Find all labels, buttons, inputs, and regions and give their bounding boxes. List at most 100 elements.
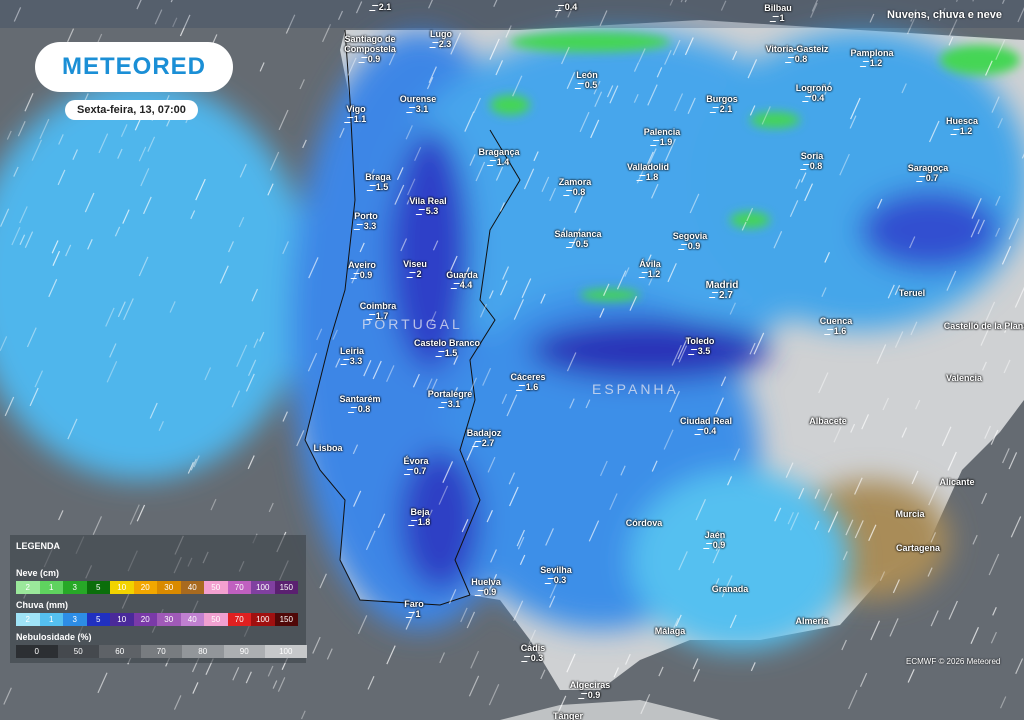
wind-streak <box>523 168 535 190</box>
city-label: Burgos 2.1 <box>706 94 738 114</box>
city-label: 2.1 <box>371 2 392 12</box>
wind-streak <box>693 669 700 682</box>
wind-streak <box>677 338 688 360</box>
wind-streak <box>136 504 146 522</box>
city-name: Sevilha <box>540 565 572 575</box>
legend-step: 90 <box>223 645 265 658</box>
wind-streak <box>930 532 937 543</box>
wind-streak <box>11 226 21 246</box>
wind-streak <box>773 231 783 249</box>
wind-streak <box>272 680 278 689</box>
wind-streak <box>823 493 833 512</box>
wind-streak <box>158 420 164 431</box>
wind-streak <box>715 397 724 415</box>
wind-streak <box>647 84 658 106</box>
wind-streak <box>282 411 288 422</box>
city-label: Tânger <box>553 711 583 720</box>
wind-streak <box>461 519 469 533</box>
wind-streak <box>109 343 117 358</box>
legend-step: 3 <box>63 613 87 626</box>
wind-streak <box>995 227 1001 237</box>
wind-streak <box>633 62 640 72</box>
wind-streak <box>414 147 422 161</box>
city-name: Algeciras <box>569 680 611 690</box>
legend-step: 70 <box>227 581 251 594</box>
wind-streak <box>901 427 908 438</box>
city-value: 4.4 <box>452 280 473 290</box>
wind-streak <box>613 667 620 678</box>
wind-streak <box>506 394 518 417</box>
city-value: 0.8 <box>565 187 586 197</box>
wind-streak <box>502 266 510 280</box>
wind-streak <box>0 208 10 227</box>
city-name: Beja <box>410 507 430 517</box>
wind-streak <box>644 151 654 171</box>
wind-streak <box>1021 153 1024 159</box>
legend-step: 50 <box>204 613 228 626</box>
wind-streak <box>616 270 627 290</box>
wind-streak <box>513 600 524 621</box>
wind-streak <box>495 166 504 181</box>
wind-streak <box>245 373 255 392</box>
wind-streak <box>84 192 95 213</box>
wind-streak <box>947 451 957 471</box>
wind-streak <box>1004 324 1009 333</box>
legend-step: 40 <box>180 581 204 594</box>
wind-streak <box>804 183 814 202</box>
city-label: Braga 1.5 <box>365 172 391 192</box>
city-label: Lugo 2.3 <box>430 29 452 49</box>
wind-streak <box>428 66 437 84</box>
city-value: 1.5 <box>437 348 458 358</box>
wind-streak <box>98 133 109 154</box>
wind-streak <box>599 308 605 318</box>
wind-streak <box>353 490 362 507</box>
city-label: Guarda 4.4 <box>446 270 478 290</box>
wind-streak <box>236 344 248 368</box>
wind-streak <box>388 49 397 66</box>
wind-streak <box>239 163 247 178</box>
wind-streak <box>750 662 756 672</box>
wind-streak <box>988 553 1000 576</box>
wind-streak <box>26 327 37 348</box>
city-name: Cartagena <box>895 543 941 553</box>
wind-streak <box>173 695 182 710</box>
logo[interactable]: METEORED <box>35 42 233 92</box>
wind-streak <box>347 57 357 76</box>
wind-streak <box>512 75 523 97</box>
city-label: Huesca 1.2 <box>946 116 978 136</box>
wind-streak <box>17 120 26 137</box>
wind-streak <box>469 154 476 166</box>
wind-streak <box>149 402 158 419</box>
wind-streak <box>561 46 570 65</box>
city-value: 1.7 <box>368 311 389 321</box>
city-name: Pamplona <box>850 48 894 58</box>
wind-streak <box>818 372 829 394</box>
wind-streak <box>386 365 395 382</box>
wind-streak <box>470 650 480 669</box>
wind-streak <box>517 536 525 550</box>
city-value: 3.3 <box>356 221 377 231</box>
city-name: Santarém <box>339 394 381 404</box>
city-value: 0.8 <box>350 404 371 414</box>
wind-streak <box>97 672 108 694</box>
city-value: 0.9 <box>705 540 726 550</box>
city-label: Vila Real 5.3 <box>409 196 446 216</box>
city-value: 2.1 <box>712 104 733 114</box>
city-label: Salamanca 0.5 <box>554 229 601 249</box>
wind-streak <box>651 460 658 472</box>
city-value: 1.2 <box>862 58 883 68</box>
land-africa <box>500 700 720 720</box>
wind-streak <box>892 579 900 594</box>
wind-streak <box>901 83 907 94</box>
wind-streak <box>990 631 997 644</box>
city-name: Ávila <box>639 259 661 269</box>
city-name: Salamanca <box>554 229 602 239</box>
wind-streak <box>394 184 405 205</box>
city-label: Santarém 0.8 <box>339 394 380 414</box>
country-label: ESPANHA <box>592 381 679 397</box>
city-name: Faro <box>404 599 424 609</box>
city-value: 0.3 <box>546 575 567 585</box>
wind-streak <box>368 168 375 181</box>
city-name: Braga <box>365 172 391 182</box>
legend-step: 150 <box>274 581 298 594</box>
